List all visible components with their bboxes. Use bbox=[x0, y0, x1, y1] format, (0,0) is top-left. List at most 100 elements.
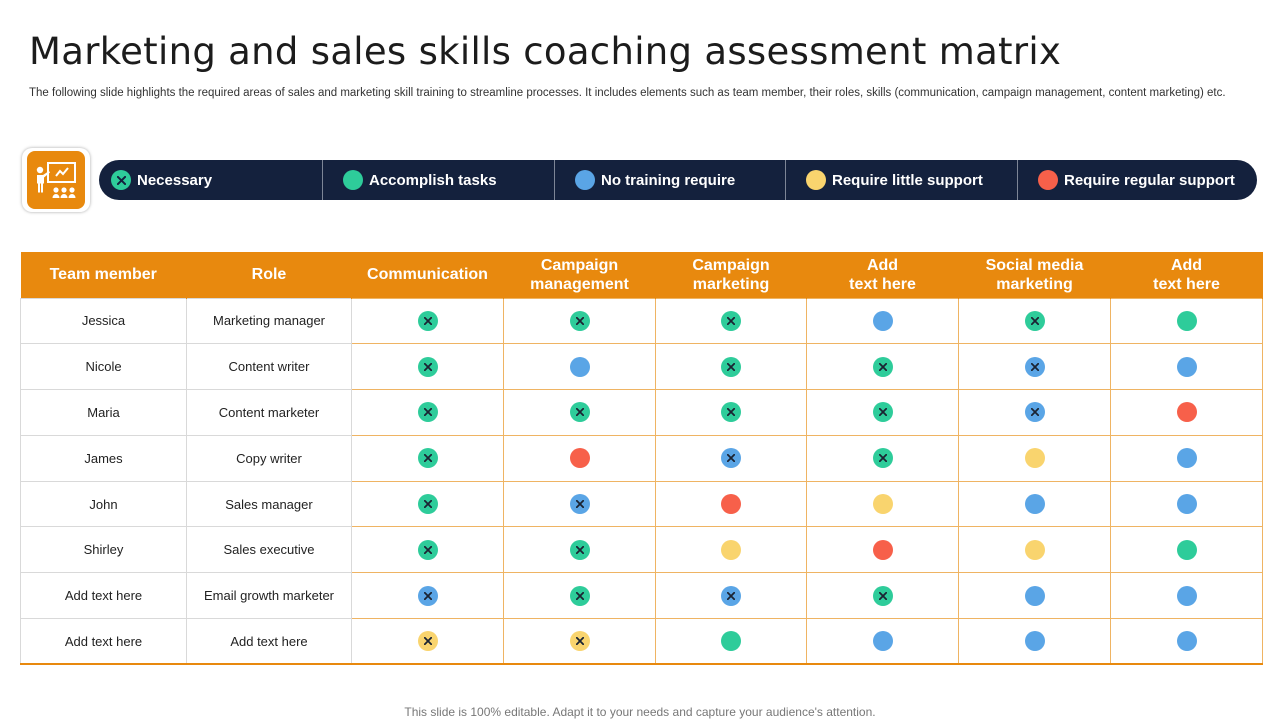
legend-item: Accomplish tasks bbox=[323, 160, 555, 200]
column-header: Social media marketing bbox=[958, 252, 1111, 298]
cross-status-icon bbox=[417, 494, 438, 515]
skill-status-cell bbox=[1110, 480, 1263, 528]
skill-status-cell bbox=[655, 343, 807, 391]
skill-status-cell bbox=[806, 297, 959, 345]
legend-label: Require little support bbox=[832, 171, 983, 189]
status-dot-icon bbox=[1176, 585, 1197, 606]
skill-status-cell bbox=[806, 618, 959, 666]
skill-status-cell bbox=[655, 572, 807, 620]
skill-status-cell bbox=[1110, 389, 1263, 436]
cross-status-icon bbox=[872, 402, 893, 423]
status-dot-icon bbox=[1176, 356, 1197, 377]
skill-status-cell bbox=[503, 343, 656, 391]
status-dot-icon bbox=[1024, 494, 1045, 515]
legend-item: No training require bbox=[555, 160, 786, 200]
role-cell: Sales executive bbox=[186, 526, 352, 574]
skill-status-cell bbox=[806, 389, 959, 436]
role-cell: Content writer bbox=[186, 343, 352, 391]
team-member-cell: Nicole bbox=[20, 343, 187, 391]
skill-status-cell bbox=[655, 434, 807, 482]
column-header: Add text here bbox=[1110, 252, 1263, 298]
skill-status-cell bbox=[958, 526, 1111, 574]
skill-status-cell bbox=[655, 297, 807, 345]
cross-status-icon bbox=[569, 539, 590, 560]
presentation-training-icon bbox=[27, 151, 85, 209]
cross-status-icon bbox=[721, 402, 741, 423]
legend-bar: Necessary Accomplish tasks No training req… bbox=[99, 160, 1257, 200]
skill-status-cell bbox=[503, 526, 656, 574]
legend-label: Require regular support bbox=[1064, 171, 1235, 189]
assessment-matrix-table: Team member Role Communication Campaign mana… bbox=[20, 252, 1263, 666]
role-cell: Add text here bbox=[186, 618, 352, 666]
role-cell: Content marketer bbox=[186, 389, 352, 436]
table-row: Nicole Content writer bbox=[20, 343, 1263, 391]
legend-icon-box bbox=[22, 148, 90, 212]
status-dot-icon bbox=[872, 310, 893, 331]
status-dot-icon bbox=[575, 170, 595, 190]
cross-status-icon bbox=[872, 448, 893, 469]
column-header: Campaign management bbox=[503, 252, 656, 298]
team-member-cell: Add text here bbox=[20, 572, 187, 620]
table-row: Add text here Email growth marketer bbox=[20, 572, 1263, 620]
table-row: Maria Content marketer bbox=[20, 389, 1263, 436]
cross-status-icon bbox=[417, 585, 438, 606]
skill-status-cell bbox=[351, 480, 504, 528]
team-member-cell: James bbox=[20, 434, 187, 482]
status-dot-icon bbox=[721, 631, 741, 652]
status-dot-icon bbox=[872, 539, 893, 560]
status-dot-icon bbox=[1176, 402, 1197, 423]
cross-status-icon bbox=[417, 356, 438, 377]
page-subtitle: The following slide highlights the requi… bbox=[29, 87, 1226, 99]
role-cell: Copy writer bbox=[186, 434, 352, 482]
role-cell: Email growth marketer bbox=[186, 572, 352, 620]
team-member-cell: Shirley bbox=[20, 526, 187, 574]
skill-status-cell bbox=[655, 526, 807, 574]
cross-status-icon bbox=[569, 494, 590, 515]
skill-status-cell bbox=[351, 297, 504, 345]
status-dot-icon bbox=[721, 494, 741, 515]
role-cell: Marketing manager bbox=[186, 297, 352, 345]
skill-status-cell bbox=[1110, 343, 1263, 391]
table-header-row: Team member Role Communication Campaign mana… bbox=[20, 252, 1263, 298]
status-dot-icon bbox=[1176, 539, 1197, 560]
cross-status-icon bbox=[417, 539, 438, 560]
column-header: Role bbox=[186, 252, 352, 298]
cross-status-icon bbox=[721, 310, 741, 331]
status-dot-icon bbox=[806, 170, 826, 190]
cross-status-icon bbox=[569, 402, 590, 423]
legend-item: Necessary bbox=[99, 160, 323, 200]
legend-label: No training require bbox=[601, 171, 736, 189]
cross-status-icon bbox=[569, 585, 590, 606]
status-dot-icon bbox=[1024, 448, 1045, 469]
status-dot-icon bbox=[343, 170, 363, 190]
column-header: Communication bbox=[351, 252, 504, 298]
team-member-cell: Add text here bbox=[20, 618, 187, 666]
necessary-cross-icon bbox=[111, 170, 131, 190]
skill-status-cell bbox=[1110, 434, 1263, 482]
cross-status-icon bbox=[1024, 402, 1045, 423]
skill-status-cell bbox=[1110, 618, 1263, 666]
status-dot-icon bbox=[1024, 631, 1045, 652]
cross-status-icon bbox=[872, 585, 893, 606]
cross-status-icon bbox=[417, 402, 438, 423]
cross-status-icon bbox=[721, 356, 741, 377]
legend-label: Necessary bbox=[137, 171, 213, 189]
skill-status-cell bbox=[806, 434, 959, 482]
skill-status-cell bbox=[351, 572, 504, 620]
team-member-cell: Maria bbox=[20, 389, 187, 436]
skill-status-cell bbox=[958, 480, 1111, 528]
skill-status-cell bbox=[351, 526, 504, 574]
footer-note: This slide is 100% editable. Adapt it to… bbox=[404, 705, 876, 719]
skill-status-cell bbox=[806, 526, 959, 574]
skill-status-cell bbox=[958, 618, 1111, 666]
skill-status-cell bbox=[503, 618, 656, 666]
cross-status-icon bbox=[417, 310, 438, 331]
cross-status-icon bbox=[417, 631, 438, 652]
skill-status-cell bbox=[806, 480, 959, 528]
skill-status-cell bbox=[806, 572, 959, 620]
column-header: Add text here bbox=[806, 252, 959, 298]
column-header: Team member bbox=[20, 252, 187, 298]
status-dot-icon bbox=[1176, 310, 1197, 331]
table-row: James Copy writer bbox=[20, 434, 1263, 482]
skill-status-cell bbox=[503, 297, 656, 345]
